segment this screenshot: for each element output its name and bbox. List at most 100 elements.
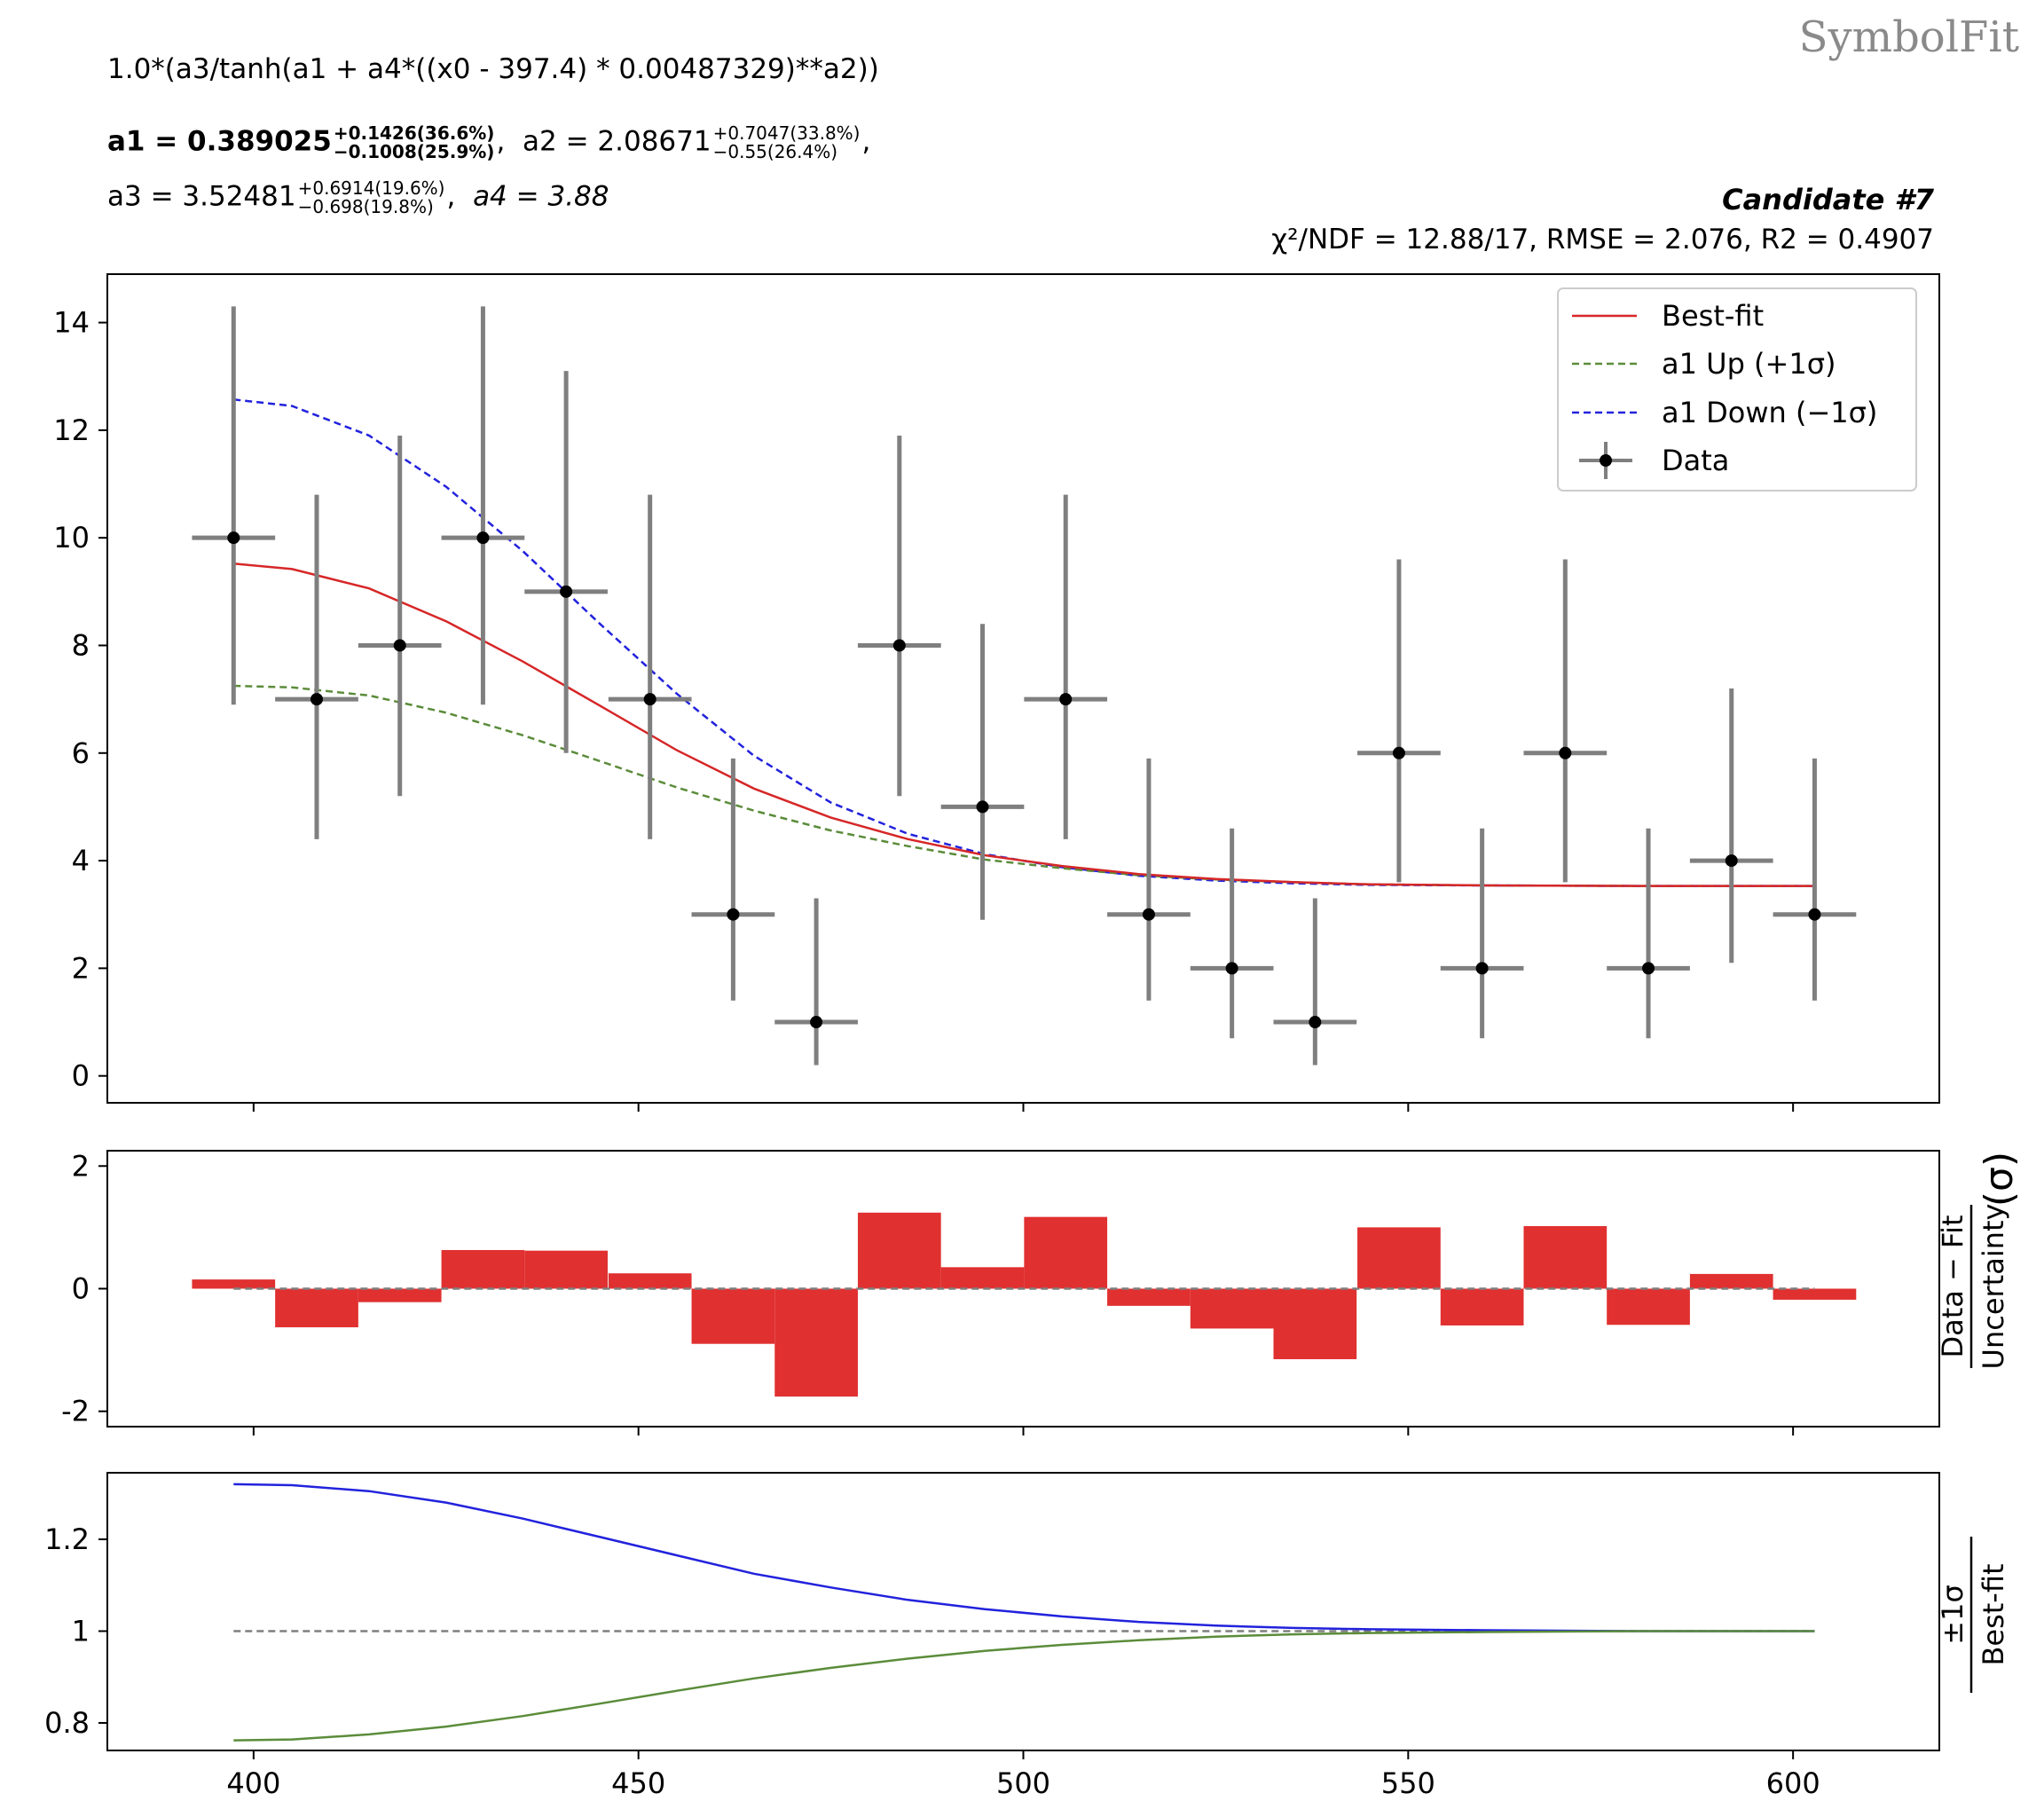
residual-bar: [1607, 1288, 1690, 1325]
param-a3-down: −0.698(19.8%): [297, 196, 434, 217]
param-a4-value: a4 = 3.88: [473, 180, 609, 213]
param-a2-down: −0.55(26.4%): [712, 141, 838, 162]
param-a1-value: a1 = 0.389025: [107, 125, 332, 158]
data-point: [1309, 1016, 1322, 1029]
residual-bar: [1190, 1288, 1274, 1329]
main-ytick-label: 0: [72, 1059, 90, 1093]
main-ytick-label: 2: [72, 951, 90, 985]
data-point: [1725, 854, 1738, 868]
data-point: [1559, 746, 1572, 759]
residual-ytick-label: 0: [72, 1272, 90, 1306]
data-point: [393, 639, 406, 652]
residual-bar: [1107, 1288, 1191, 1306]
fit-stats: χ²/NDF = 12.88/17, RMSE = 2.076, R2 = 0.…: [1271, 224, 1934, 256]
ratio-panel: 0.8 1 1.2 400 450 500 550 600: [44, 1472, 1940, 1800]
residual-bar: [774, 1288, 858, 1397]
data-point: [643, 693, 656, 706]
data-point: [476, 531, 490, 545]
param-a1-up: +0.1426(36.6%): [333, 122, 495, 144]
data-point: [1808, 908, 1821, 921]
ratio-ytick-label: 1.2: [44, 1522, 90, 1556]
ratio-xtick-label: 550: [1381, 1766, 1435, 1800]
ratio-xtick-label: 600: [1766, 1766, 1820, 1800]
residual-bar: [441, 1249, 525, 1289]
ratio-down-line: [233, 1483, 1815, 1632]
data-point: [311, 693, 323, 706]
data-point: [1642, 962, 1655, 975]
ratio-xtick-label: 450: [611, 1766, 665, 1800]
residual-bar: [1689, 1273, 1773, 1289]
residual-bar: [691, 1288, 775, 1344]
data-point: [1475, 962, 1489, 975]
residual-bar: [940, 1267, 1025, 1289]
legend-label-down: a1 Down (−1σ): [1662, 396, 1877, 429]
residual-bar: [857, 1212, 941, 1289]
residual-ytick-label: -2: [61, 1395, 90, 1428]
main-ytick-label: 14: [53, 306, 90, 340]
residual-ylabel-denominator: Uncertainty: [1977, 1204, 2010, 1370]
residual-bar: [1024, 1216, 1108, 1289]
residual-ylabel: Data − Fit Uncertainty: [1936, 1204, 2010, 1370]
best-fit-line: [233, 562, 1815, 887]
ratio-ylabel-numerator: ±1σ: [1936, 1585, 1969, 1644]
param-a3-up: +0.6914(19.6%): [297, 177, 445, 199]
main-ytick-label: 4: [72, 844, 90, 877]
legend-box: [1557, 287, 1917, 492]
ratio-xtick-label: 400: [226, 1766, 280, 1800]
data-point: [1059, 693, 1073, 706]
data-point: [227, 531, 240, 545]
residual-bar: [1523, 1226, 1608, 1289]
data-point: [810, 1016, 823, 1029]
ratio-ylabel: ±1σ Best-fit: [1936, 1537, 2010, 1693]
main-ytick-label: 8: [72, 628, 90, 662]
data-point: [1392, 746, 1405, 759]
residual-bar: [192, 1279, 276, 1289]
param-a3-value: a3 = 3.52481: [107, 180, 296, 213]
residual-panel: -2 0 2: [61, 1149, 1940, 1436]
legend-label-best-fit: Best-fit: [1662, 299, 1764, 333]
ratio-ytick-label: 1: [72, 1614, 90, 1648]
legend-label-up: a1 Up (+1σ): [1662, 347, 1836, 381]
params-line-1: a1 = 0.389025 +0.1426(36.6%) −0.1008(25.9%…: [107, 122, 871, 162]
data-point: [976, 800, 989, 814]
residual-bar: [275, 1288, 358, 1328]
legend-label-data: Data: [1662, 444, 1729, 477]
param-a2-value: a2 = 2.08671: [523, 125, 711, 158]
residual-bar: [1273, 1288, 1357, 1359]
residual-ylabel-numerator: Data − Fit: [1936, 1215, 1969, 1357]
main-panel: 0 2 4 6 8 10 12 14: [53, 273, 1940, 1112]
main-ytick-label: 10: [53, 521, 90, 555]
legend-swatch-data-marker: [1600, 454, 1612, 467]
residual-bar: [524, 1250, 608, 1289]
residual-bar: [1773, 1288, 1857, 1300]
param-a1-down: −0.1008(25.9%): [333, 141, 495, 162]
legend: Best-fit a1 Up (+1σ) a1 Down (−1σ) Data: [1557, 287, 1917, 492]
data-point: [727, 908, 740, 921]
ratio-up-line: [233, 1630, 1815, 1742]
ratio-xtick-label: 500: [996, 1766, 1050, 1800]
params-line-2: a3 = 3.52481 +0.6914(19.6%) −0.698(19.8%),…: [107, 177, 609, 217]
residual-bar: [1440, 1288, 1524, 1325]
candidate-label: Candidate #7: [1722, 183, 1934, 216]
data-point: [892, 639, 906, 652]
ratio-ylabel-denominator: Best-fit: [1977, 1563, 2010, 1665]
param-a2-up: +0.7047(33.8%): [712, 122, 861, 144]
data-point: [560, 585, 573, 598]
ratio-frame: [106, 1472, 1940, 1751]
formula-text: 1.0*(a3/tanh(a1 + a4*((x0 - 397.4) * 0.0…: [107, 53, 879, 85]
a1-up-line: [233, 684, 1815, 887]
param-a3-err: +0.6914(19.6%) −0.698(19.8%): [298, 179, 445, 216]
residual-bar: [1357, 1227, 1441, 1289]
residual-bar: [358, 1288, 442, 1302]
brand-logo: SymbolFit: [1798, 12, 2019, 62]
param-a2-err: +0.7047(33.8%) −0.55(26.4%): [713, 124, 861, 161]
ratio-ytick-label: 0.8: [44, 1706, 90, 1740]
param-a1-err: +0.1426(36.6%) −0.1008(25.9%): [334, 124, 495, 161]
residual-bar: [608, 1273, 692, 1289]
data-point: [1225, 962, 1238, 975]
residual-ytick-label: 2: [72, 1149, 90, 1183]
main-ytick-label: 12: [53, 413, 90, 447]
residual-ylabel-sigma: (σ): [1977, 1152, 2022, 1207]
data-point: [1142, 908, 1155, 921]
